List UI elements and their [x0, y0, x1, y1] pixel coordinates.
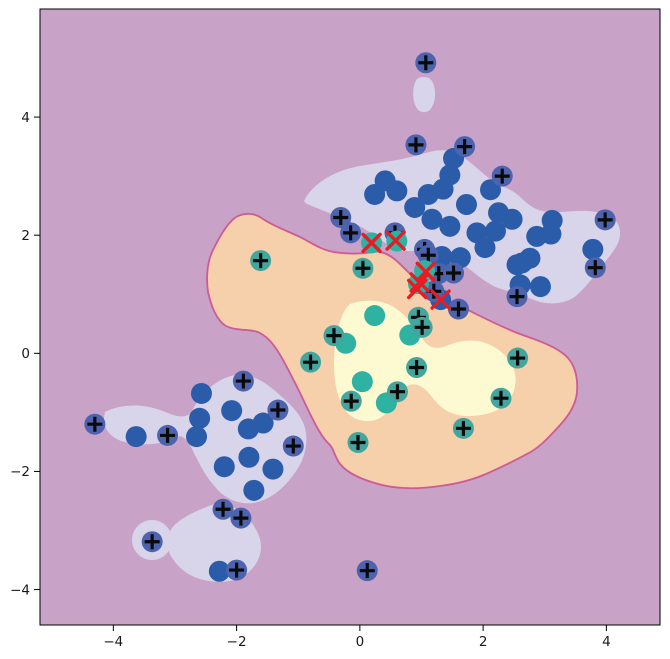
plus-marker: [493, 390, 509, 406]
x-marker: [361, 232, 382, 254]
plus-marker: [350, 435, 366, 451]
plus-marker: [229, 562, 245, 578]
axes-area: [40, 9, 660, 625]
data-point: [501, 208, 523, 230]
data-point: [404, 196, 426, 218]
plus-marker: [446, 265, 462, 281]
data-point: [529, 276, 551, 298]
series-new-regular-observations-teal: [250, 250, 529, 454]
plus-marker: [389, 384, 405, 400]
x-tick-label: 2: [479, 634, 488, 650]
plus-marker: [233, 510, 249, 526]
data-point: [432, 178, 454, 200]
data-point: [262, 458, 284, 480]
y-tick-label: −2: [10, 464, 30, 480]
plus-marker: [343, 393, 359, 409]
plus-marker: [87, 416, 103, 432]
data-point: [125, 426, 147, 448]
data-point: [582, 238, 604, 260]
plus-marker: [215, 501, 231, 517]
data-point: [221, 400, 243, 422]
plus-marker: [420, 247, 436, 263]
plus-marker: [408, 137, 424, 153]
plus-marker: [326, 328, 342, 344]
data-point: [186, 426, 208, 448]
data-point: [208, 560, 230, 582]
decision-region-inlier-blob-under-top-point: [413, 76, 435, 113]
x-marker: [385, 230, 406, 251]
plus-marker: [235, 373, 251, 389]
axes-frame: [39, 8, 661, 626]
plus-marker: [253, 253, 269, 269]
plus-marker: [418, 55, 434, 71]
data-point: [364, 305, 386, 327]
data-point: [351, 371, 373, 393]
plus-marker: [144, 534, 160, 550]
y-tick-label: 2: [21, 228, 30, 244]
data-point: [455, 193, 477, 215]
x-tick-label: 4: [602, 634, 611, 650]
plus-marker: [510, 350, 526, 366]
plus-marker: [270, 402, 286, 418]
x-tick-label: 0: [356, 634, 365, 650]
data-point: [526, 225, 548, 247]
plus-marker: [450, 301, 466, 317]
data-point: [252, 412, 274, 434]
data-point: [213, 456, 235, 478]
series-training-observations-blue: [125, 147, 604, 582]
plus-marker: [160, 427, 176, 443]
plus-marker: [355, 260, 371, 276]
plus-marker: [343, 225, 359, 241]
data-point: [364, 183, 386, 205]
data-point: [243, 479, 265, 501]
plus-marker: [457, 139, 473, 155]
x-tick-label: −4: [103, 634, 123, 650]
data-point: [189, 407, 211, 429]
x-tick-label: −2: [227, 634, 247, 650]
plus-marker: [333, 209, 349, 225]
plus-marker: [597, 212, 613, 228]
data-point: [439, 215, 461, 237]
y-tick-label: −4: [10, 582, 30, 598]
y-tick-label: 4: [21, 110, 30, 126]
plus-marker: [359, 563, 375, 579]
series-new-regular-observations-blue: [84, 52, 616, 582]
data-point: [238, 446, 260, 468]
data-point: [421, 208, 443, 230]
plus-marker: [285, 438, 301, 454]
data-point: [474, 237, 496, 259]
plus-marker: [303, 354, 319, 370]
plus-marker: [587, 260, 603, 276]
series-abnormal-observations: [361, 230, 451, 310]
y-tick-label: 0: [21, 346, 30, 362]
x-marker: [406, 278, 428, 300]
data-point: [190, 382, 212, 404]
data-point: [511, 252, 533, 274]
data-point: [386, 180, 408, 202]
data-point: [480, 179, 502, 201]
x-marker: [415, 261, 437, 283]
plus-marker: [414, 319, 430, 335]
plus-marker: [409, 359, 425, 375]
plus-marker: [494, 168, 510, 184]
data-point: [484, 220, 506, 242]
x-marker: [430, 289, 451, 310]
decision-region-core-region-yellow: [334, 300, 516, 422]
plus-marker: [509, 289, 525, 305]
plus-marker: [455, 420, 471, 436]
